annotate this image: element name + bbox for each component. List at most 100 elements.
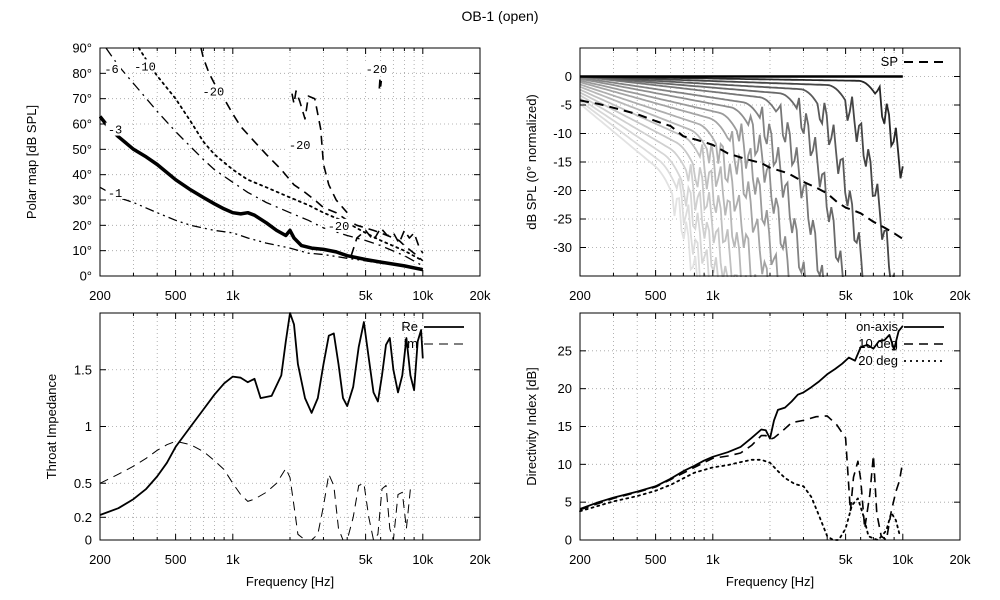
polar-ticks: 200 500 1k 5k 10k 20k 0° 10° 20° 30° 40° 50° 60° 70° 8… (72, 41, 491, 304)
normalized-plot-area (579, 75, 904, 277)
directivity-ytick-label: 20 (558, 381, 572, 396)
polar-contour-label: -3 (108, 124, 122, 138)
polar-ytick-label: 10° (72, 243, 92, 258)
polar-contour-label: -6 (104, 63, 118, 77)
polar-ytick-label: 20° (72, 218, 92, 233)
impedance-xtick-label: 500 (165, 552, 187, 567)
impedance-ylabel: Throat Impedance (44, 374, 59, 480)
polar-contour-label-bg (131, 59, 159, 73)
impedance-xtick-label: 10k (412, 552, 433, 567)
impedance-ytick-label: 0 (85, 533, 92, 548)
normalized-xtick-label: 20k (950, 288, 971, 303)
polar-ytick-label: 70° (72, 91, 92, 106)
normalized-offaxis-curve-11 (579, 85, 748, 277)
polar-grid (100, 48, 480, 276)
polar-ytick-label: 0° (80, 269, 92, 284)
polar-ytick-label: 50° (72, 142, 92, 157)
polar-xtick-label: 10k (412, 288, 433, 303)
impedance-xtick-label: 1k (226, 552, 240, 567)
impedance-legend-label: Re (401, 319, 418, 334)
polar-contour-label-bg (200, 84, 227, 98)
directivity-grid (580, 313, 960, 540)
polar-xtick-label: 200 (89, 288, 111, 303)
polar-contour-label: -20 (289, 139, 311, 153)
polar-frame (99, 47, 481, 277)
polar-xtick-label: 20k (470, 288, 491, 303)
directivity-xtick-label: 1k (706, 552, 720, 567)
normalized-ytick-label: -30 (553, 240, 572, 255)
normalized-offaxis-curve-8 (579, 79, 779, 277)
directivity-xtick-label: 20k (950, 552, 971, 567)
directivity-ytick-label: 25 (558, 343, 572, 358)
normalized-xtick-label: 5k (839, 288, 853, 303)
polar-contour-label: -20 (328, 220, 350, 234)
polar-contour-label-bg (286, 137, 313, 151)
impedance-grid (100, 313, 480, 540)
directivity-series-on-axis (579, 325, 904, 510)
impedance-legend-label: Im (404, 336, 418, 351)
impedance-series-Im (99, 440, 411, 541)
normalized-offaxis-fan (579, 75, 904, 277)
figure-title: OB-1 (open) (461, 8, 539, 24)
polar-series--10 (137, 47, 424, 262)
normalized-offaxis-curve-17 (579, 103, 698, 277)
polar-xtick-label: 1k (226, 288, 240, 303)
directivity-ytick-label: 0 (565, 533, 572, 548)
polar-ylabel: Polar map [dB SPL] (24, 105, 39, 219)
polar-contour-label: -10 (134, 60, 156, 74)
directivity-xtick-label: 10k (892, 552, 913, 567)
impedance-series-Re (99, 312, 424, 516)
polar-contour-label-bg (363, 61, 390, 75)
normalized-offaxis-curve-14 (579, 94, 719, 277)
normalized-series-SP (579, 99, 904, 240)
polar-series--6 (105, 47, 424, 267)
normalized-offaxis-curve-2 (579, 75, 895, 277)
polar-plot-area: -6 -10 -20 -20 -3 -20 -1 -20 (99, 47, 424, 272)
normalized-xtick-label: 10k (892, 288, 913, 303)
normalized-offaxis-curve-10 (579, 83, 757, 277)
polar-xtick-label: 500 (165, 288, 187, 303)
impedance-ytick-label: 0.5 (74, 476, 92, 491)
normalized-legend: SP (881, 54, 944, 69)
polar-contour-label: -20 (366, 63, 388, 77)
impedance-xtick-label: 200 (89, 552, 111, 567)
impedance-ytick-label: 1.5 (74, 362, 92, 377)
directivity-ytick-label: 15 (558, 419, 572, 434)
polar-ytick-label: 60° (72, 117, 92, 132)
directivity-ytick-label: 5 (565, 495, 572, 510)
directivity-series-20-deg (579, 458, 901, 541)
normalized-offaxis-curve-16 (579, 100, 706, 277)
normalized-xtick-label: 500 (645, 288, 667, 303)
polar-ytick-label: 90° (72, 41, 92, 56)
directivity-xtick-label: 500 (645, 552, 667, 567)
normalized-ytick-label: -20 (553, 183, 572, 198)
polar-series--20d (378, 77, 383, 89)
polar-ytick-label: 40° (72, 167, 92, 182)
normalized-ytick-label: 0 (565, 69, 572, 84)
normalized-legend-label: SP (881, 54, 898, 69)
directivity-xlabel: Frequency [Hz] (726, 574, 814, 589)
normalized-offaxis-curve-4 (579, 75, 844, 277)
normalized-spl-chart: 200 500 1k 5k 10k 20k -30 -25 -20 -15 -10 -5 0 dB SPL… (524, 47, 971, 303)
normalized-ticks: 200 500 1k 5k 10k 20k -30 -25 -20 -15 -10 -5 0 (553, 48, 971, 303)
normalized-ytick-label: -10 (553, 126, 572, 141)
polar-series--3 (99, 115, 424, 272)
normalized-xtick-label: 200 (569, 288, 591, 303)
polar-map-chart: -6 -10 -20 -20 -3 -20 -1 -20 200 500 1k 5k 10k 20k 0° 1… (24, 41, 491, 304)
polar-series--20a (200, 47, 424, 262)
impedance-legend: Re Im (401, 319, 464, 351)
throat-impedance-chart: 200 500 1k 5k 10k 20k 0 0.2 0.5 1 1.5 Throat Impeda… (44, 312, 491, 589)
directivity-index-chart: 200 500 1k 5k 10k 20k 0 5 10 15 20 25 Directivity In… (524, 312, 971, 589)
directivity-legend-label: on-axis (856, 319, 898, 334)
directivity-plot-area (579, 325, 904, 541)
directivity-ytick-label: 10 (558, 457, 572, 472)
directivity-series-10-deg (579, 415, 904, 541)
directivity-xtick-label: 200 (569, 552, 591, 567)
impedance-xlabel: Frequency [Hz] (246, 574, 334, 589)
directivity-ylabel: Directivity Index [dB] (524, 367, 539, 486)
directivity-legend-label: 10 deg (858, 336, 898, 351)
normalized-xtick-label: 1k (706, 288, 720, 303)
directivity-ticks: 200 500 1k 5k 10k 20k 0 5 10 15 20 25 (558, 313, 971, 567)
impedance-ytick-label: 0.2 (74, 510, 92, 525)
